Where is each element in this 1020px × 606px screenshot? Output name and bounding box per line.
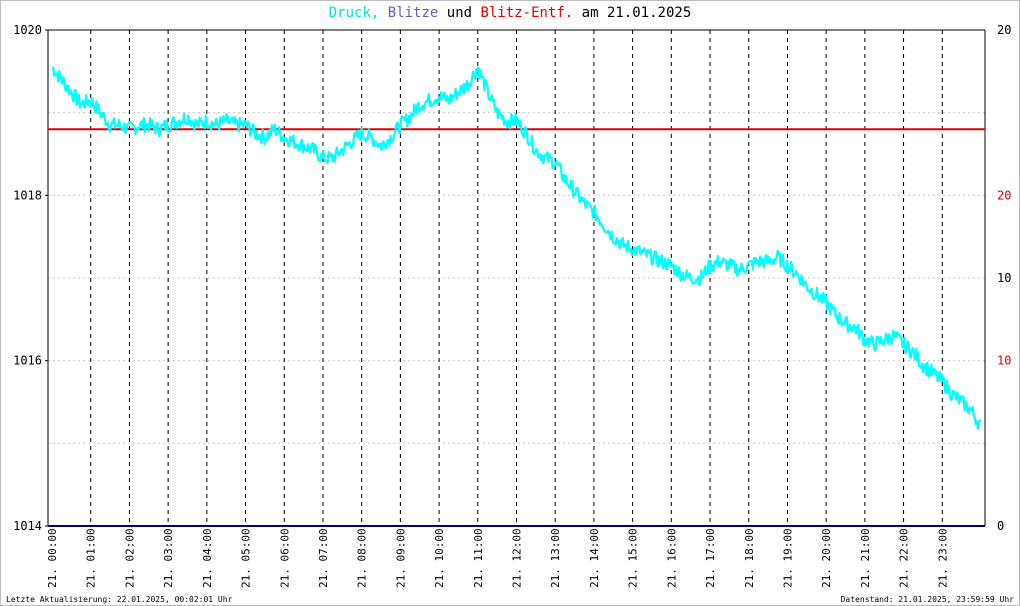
x-tick-label: 21. 13:00 bbox=[549, 528, 562, 588]
right-tick-lightning: 10 bbox=[997, 271, 1011, 285]
x-tick-label: 21. 16:00 bbox=[665, 528, 678, 588]
x-tick-label: 21. 12:00 bbox=[511, 528, 524, 588]
x-tick-label: 21. 21:00 bbox=[859, 528, 872, 588]
x-tick-label: 21. 19:00 bbox=[781, 528, 794, 588]
footer-last-update: Letzte Aktualisierung: 22.01.2025, 00:02… bbox=[6, 595, 233, 604]
x-tick-label: 21. 07:00 bbox=[317, 528, 330, 588]
x-tick-label: 21. 22:00 bbox=[898, 528, 911, 588]
chart-title: Druck, Blitze und Blitz-Entf. am 21.01.2… bbox=[0, 5, 1020, 21]
title-date: am 21.01.2025 bbox=[581, 5, 692, 21]
x-tick-label: 21. 15:00 bbox=[627, 528, 640, 588]
x-tick-label: 21. 05:00 bbox=[240, 528, 253, 588]
title-lightning: Blitze bbox=[387, 5, 439, 21]
footer-data-status: Datenstand: 21.01.2025, 23:59:59 Uhr bbox=[840, 595, 1014, 604]
x-tick-label: 21. 06:00 bbox=[278, 528, 291, 588]
title-and: und bbox=[446, 5, 473, 21]
right-tick-zero: 0 bbox=[997, 519, 1004, 533]
left-tick-label: 1014 bbox=[13, 519, 42, 533]
title-pressure: Druck, bbox=[328, 5, 380, 21]
right-tick-distance: 20 bbox=[997, 188, 1011, 202]
left-tick-label: 1020 bbox=[13, 23, 42, 37]
left-tick-label: 1018 bbox=[13, 188, 42, 202]
x-tick-label: 21. 18:00 bbox=[743, 528, 756, 588]
x-tick-label: 21. 03:00 bbox=[162, 528, 175, 588]
x-tick-label: 21. 14:00 bbox=[588, 528, 601, 588]
left-tick-label: 1016 bbox=[13, 354, 42, 368]
x-tick-label: 21. 23:00 bbox=[936, 528, 949, 588]
pressure-series-line bbox=[51, 66, 982, 430]
x-tick-label: 21. 04:00 bbox=[201, 528, 214, 588]
x-tick-label: 21. 11:00 bbox=[472, 528, 485, 588]
x-tick-label: 21. 01:00 bbox=[85, 528, 98, 588]
right-tick-lightning: 20 bbox=[997, 23, 1011, 37]
x-tick-label: 21. 17:00 bbox=[704, 528, 717, 588]
x-tick-label: 21. 20:00 bbox=[820, 528, 833, 588]
x-tick-label: 21. 00:00 bbox=[46, 528, 59, 588]
x-tick-label: 21. 08:00 bbox=[356, 528, 369, 588]
x-tick-label: 21. 02:00 bbox=[123, 528, 136, 588]
right-tick-distance: 10 bbox=[997, 354, 1011, 368]
x-tick-label: 21. 09:00 bbox=[394, 528, 407, 588]
title-distance: Blitz-Entf. bbox=[480, 5, 574, 21]
x-tick-label: 21. 10:00 bbox=[433, 528, 446, 588]
